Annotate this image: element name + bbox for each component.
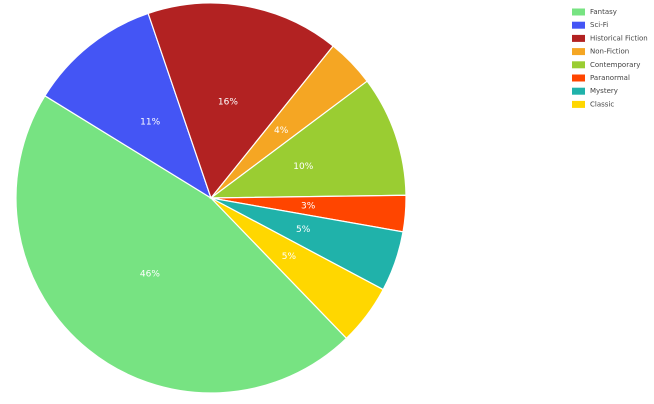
- legend-swatch: [572, 21, 585, 29]
- pie-slice: [209, 80, 407, 199]
- slice-label: 10%: [293, 162, 313, 172]
- slice-label: 5%: [296, 225, 311, 235]
- legend-label: Non-Fiction: [590, 48, 629, 56]
- legend-swatch: [572, 34, 585, 42]
- legend-label: Fantasy: [590, 8, 617, 16]
- pie-slice: [147, 2, 335, 200]
- slice-label: 4%: [274, 126, 289, 136]
- legend-label: Paranormal: [590, 74, 630, 82]
- pie-slice: [44, 12, 213, 200]
- slice-label: 5%: [282, 252, 297, 262]
- pie-slice: [15, 94, 348, 394]
- pie-slice: [210, 197, 384, 340]
- slice-label: 16%: [218, 97, 238, 107]
- legend-label: Historical Fiction: [590, 34, 648, 42]
- legend-swatch: [572, 8, 585, 16]
- legend-label: Classic: [590, 100, 614, 108]
- legend-swatch: [572, 48, 585, 56]
- slice-label: 3%: [301, 201, 316, 211]
- legend-swatch: [572, 61, 585, 69]
- legend-label: Mystery: [590, 87, 618, 95]
- legend-label: Sci-Fi: [590, 21, 608, 29]
- slice-label: 46%: [140, 269, 160, 279]
- legend-swatch: [572, 100, 585, 108]
- legend-label: Contemporary: [590, 61, 640, 69]
- legend-swatch: [572, 87, 585, 95]
- slice-label: 11%: [140, 117, 160, 127]
- legend-swatch: [572, 74, 585, 82]
